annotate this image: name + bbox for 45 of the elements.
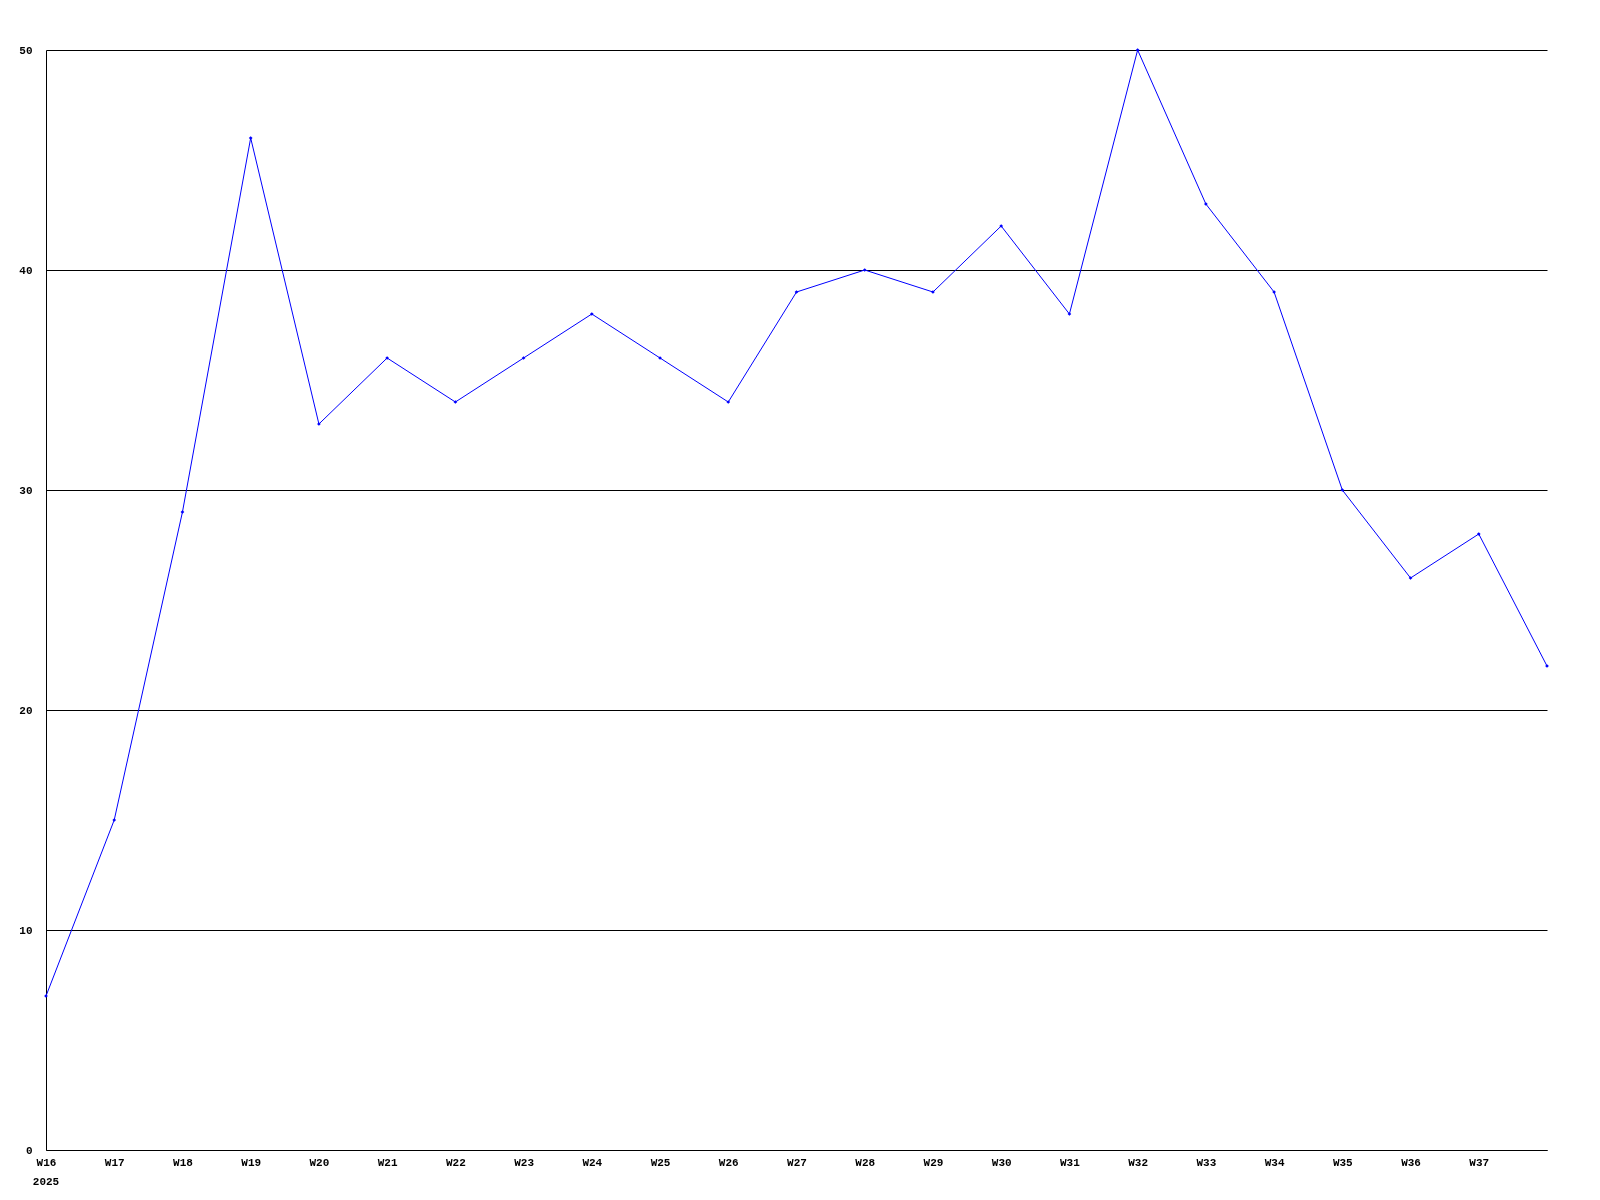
x-tick-label: W23: [514, 1156, 535, 1169]
y-tick-label: 20: [19, 704, 33, 717]
point: [726, 400, 731, 404]
point: [1203, 202, 1208, 206]
x-tick-label: W35: [1332, 1156, 1354, 1169]
point: [521, 356, 526, 360]
x-tick-label: W33: [1196, 1156, 1217, 1169]
point: [1476, 532, 1481, 536]
x-tick-label: W34: [1264, 1156, 1285, 1169]
x-tick-label: W16: [36, 1156, 57, 1169]
x-tick-label: W26: [718, 1156, 739, 1169]
x-tick-label: W25: [650, 1156, 671, 1169]
point: [999, 224, 1004, 228]
x-tick-label: W30: [991, 1156, 1012, 1169]
text: 2025: [32, 1176, 60, 1188]
x-tick-label: W29: [923, 1156, 944, 1169]
point: [1067, 312, 1072, 316]
x-tick-label: W18: [173, 1156, 194, 1169]
point: [180, 510, 185, 514]
x-tick-label: W20: [309, 1156, 330, 1169]
point: [589, 312, 594, 316]
y-tick-label: 0: [25, 1144, 33, 1157]
y-tick-label: 50: [19, 44, 33, 57]
point: [1135, 48, 1140, 52]
x-tick-label: W37: [1469, 1156, 1490, 1169]
x-tick-label: W24: [582, 1156, 603, 1169]
point: [1408, 576, 1413, 580]
y-tick-label: 10: [19, 924, 33, 937]
x-tick-label: W32: [1128, 1156, 1149, 1169]
point: [112, 818, 117, 822]
point: [862, 268, 867, 272]
x-tick-label: W31: [1060, 1156, 1081, 1169]
x-tick-label: W17: [104, 1156, 125, 1169]
point: [248, 136, 253, 140]
point: [1340, 488, 1345, 492]
x-tick-label: W22: [445, 1156, 466, 1169]
x-tick-label: W27: [787, 1156, 807, 1169]
y-tick-label: 40: [19, 264, 33, 277]
y-tick-label: 30: [19, 484, 33, 497]
point: [453, 400, 458, 404]
x-tick-label: W21: [377, 1156, 398, 1169]
x-tick-label: W28: [855, 1156, 876, 1169]
point: [794, 290, 799, 294]
x-tick-label: W36: [1401, 1156, 1421, 1169]
x-tick-label: W19: [241, 1156, 262, 1169]
